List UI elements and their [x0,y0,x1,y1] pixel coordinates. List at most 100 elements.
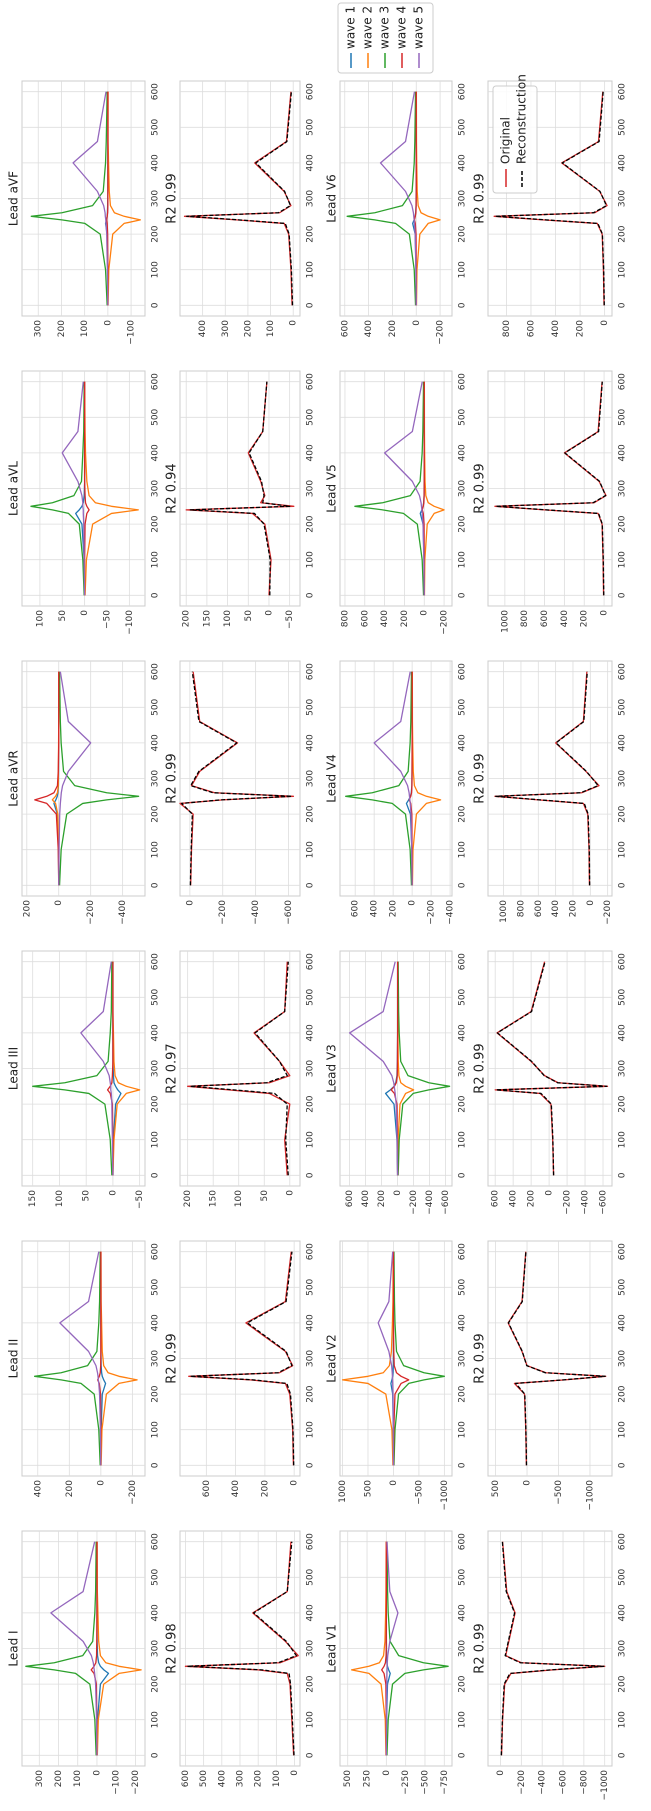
subplot-title: R2 0.99 [473,1333,488,1383]
y-tick-label: −50 [102,610,112,629]
y-tick-label: 200 [65,1480,75,1497]
y-tick-label: 600 [540,610,550,627]
x-tick-label: 600 [618,663,628,680]
x-tick-label: 100 [618,1131,628,1148]
y-tick-label: −200 [436,320,446,345]
x-tick-label: 600 [458,83,468,100]
subplot-title: R2 0.99 [473,1623,488,1673]
y-tick-label: 0 [389,1480,399,1486]
subplot: R2 0.99 0 100 200 300 400 500 600 −600 −400 −200 0 2… [473,950,628,1215]
x-tick-label: 500 [458,698,468,715]
y-tick-label: 400 [551,320,561,337]
x-tick-label: 100 [151,1131,161,1148]
subplot: Lead I 0 100 200 300 400 500 600 −200 −100 0 100 200… [7,1530,161,1795]
x-tick-label: 100 [458,1711,468,1728]
x-tick-label: 500 [458,988,468,1005]
x-tick-label: 600 [618,1243,628,1260]
x-tick-label: 100 [306,1711,316,1728]
y-tick-label: 0 [285,1190,295,1196]
x-tick-label: 0 [458,1462,468,1468]
y-tick-label: −400 [118,900,128,925]
series-line [59,1251,102,1466]
y-tick-label: −500 [414,1480,424,1505]
y-tick-label: 600 [345,1190,355,1207]
x-tick-label: 500 [151,1278,161,1295]
y-tick-label: 200 [388,320,398,337]
x-tick-label: 500 [151,698,161,715]
subplot-title: Lead V5 [325,464,339,513]
y-tick-label: 800 [516,900,526,917]
x-tick-label: 0 [151,592,161,598]
y-tick-label: 200 [400,610,410,627]
x-tick-label: 500 [151,988,161,1005]
x-tick-label: 0 [618,882,628,888]
y-tick-label: 0 [600,320,610,326]
y-tick-label: −1000 [585,1480,595,1511]
series-line [408,671,413,886]
y-tick-label: 200 [527,1190,537,1207]
subplot: Lead V4 0 100 200 300 400 500 600 −400 −200 0 200 40… [325,660,468,925]
y-tick-label: 500 [199,1770,209,1787]
y-tick-label: 200 [260,1480,270,1497]
subplot: Lead III 0 100 200 300 400 500 600 −50 0 50 100 150 [7,950,161,1209]
y-tick-label: −200 [128,1480,138,1505]
subplot: Lead aVR 0 100 200 300 400 500 600 −400 −200 0 200 [7,660,161,925]
y-tick-label: −500 [554,1480,564,1505]
subplot-title: Lead V2 [325,1334,339,1383]
legend-box [492,85,538,194]
y-tick-label: 0 [382,1770,392,1776]
x-tick-label: 600 [306,373,316,390]
y-tick-label: −200 [603,900,613,925]
y-tick-label: 100 [223,610,233,627]
y-tick-label: −400 [446,900,456,925]
subplot: Lead V2 0 100 200 300 400 500 600 −1000 −500 0 500 1… [325,1240,468,1510]
x-tick-label: 300 [458,1060,468,1077]
x-tick-label: 300 [151,190,161,207]
x-tick-label: 100 [306,1131,316,1148]
subplot-title: Lead V6 [325,174,339,223]
x-tick-label: 600 [458,663,468,680]
y-tick-label: 0 [408,900,418,906]
y-tick-label: −800 [579,1770,589,1795]
y-tick-label: −200 [409,1190,419,1215]
y-tick-label: 0 [108,1190,118,1196]
x-tick-label: 300 [618,1060,628,1077]
x-tick-label: 100 [151,841,161,858]
y-tick-label: 400 [217,1770,227,1787]
x-tick-label: 600 [151,953,161,970]
y-tick-label: −100 [125,610,135,635]
y-tick-label: 600 [202,1480,212,1497]
y-tick-label: −600 [599,1190,609,1215]
y-tick-label: 400 [560,610,570,627]
y-tick-label: −1000 [600,1770,610,1801]
series-line [83,381,90,596]
subplot-title: R2 0.99 [165,173,180,223]
x-tick-label: 0 [458,1752,468,1758]
x-tick-label: 0 [458,882,468,888]
y-tick-label: 500 [491,1480,501,1497]
y-tick-label: 0 [290,1480,300,1486]
x-tick-label: 400 [618,1604,628,1621]
series-line [61,381,86,596]
x-tick-label: 200 [306,515,316,532]
x-tick-label: 600 [458,953,468,970]
y-tick-label: −400 [538,1770,548,1795]
x-tick-label: 200 [151,1675,161,1692]
y-tick-label: 300 [221,320,231,337]
x-tick-label: 500 [618,1568,628,1585]
series-line [58,671,140,886]
subplot-title: R2 0.99 [165,753,180,803]
x-tick-label: 200 [151,1095,161,1112]
subplot: Lead II 0 100 200 300 400 500 600 −200 0 200 400 [7,1240,161,1505]
x-tick-label: 600 [458,1243,468,1260]
x-tick-label: 200 [618,805,628,822]
subplot: R2 0.99 0 100 200 300 400 500 600 0 200 400 600 [165,1240,316,1497]
subplot: R2 0.99 0 100 200 300 400 500 600 0 200 400 600 800 O… [473,74,628,337]
x-tick-label: 200 [458,1385,468,1402]
series-line [393,1251,446,1466]
y-tick-label: 800 [520,610,530,627]
x-tick-label: 500 [151,118,161,135]
y-tick-label: 150 [28,1190,38,1207]
